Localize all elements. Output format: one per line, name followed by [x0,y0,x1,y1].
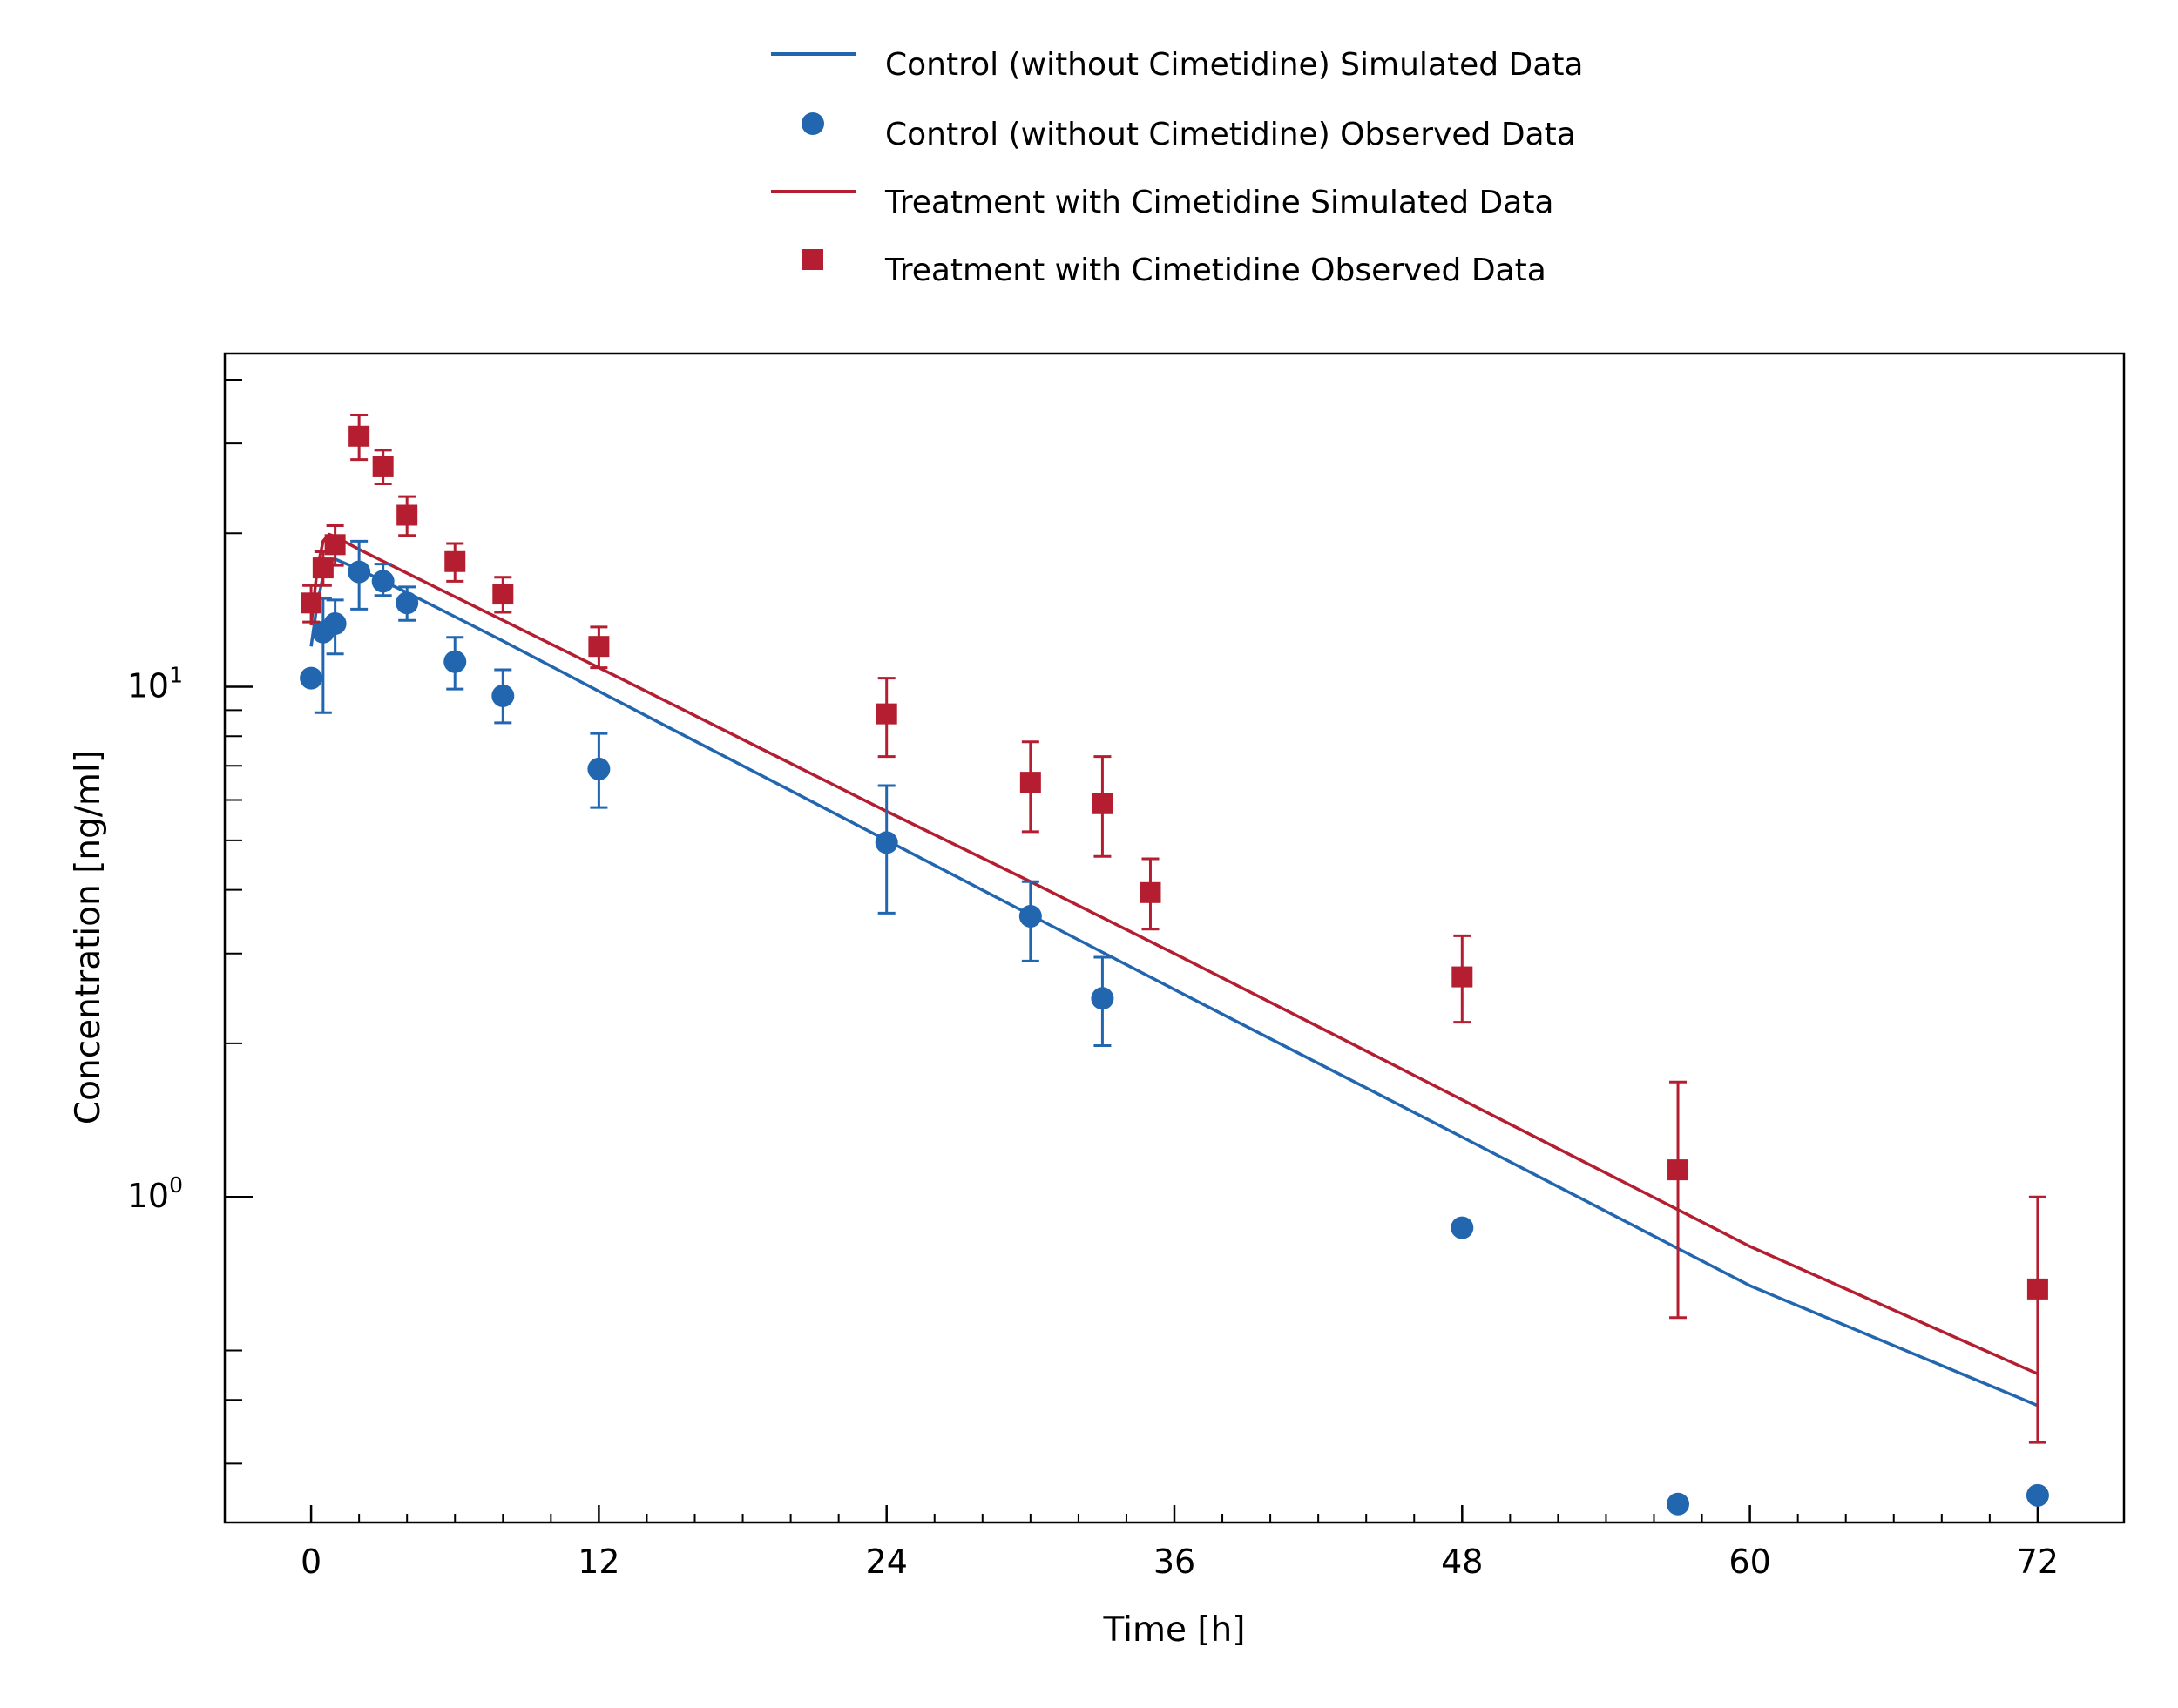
y-axis: 100 101 [127,378,253,1465]
data-point [875,831,898,854]
legend-label: Control (without Cimetidine) Observed Da… [885,117,1576,152]
data-point [444,550,466,572]
legend-swatch-marker [802,249,823,270]
data-point [348,560,371,584]
series-line-2 [309,532,2039,1375]
data-point [1091,987,1114,1010]
data-point [1018,904,1042,928]
x-tick-label: 72 [2017,1543,2059,1581]
x-tick-label: 60 [1728,1543,1770,1581]
data-point [492,584,514,605]
legend-label: Treatment with Cimetidine Simulated Data [884,185,1554,220]
plot-frame [223,352,2126,1524]
series-line-0 [309,557,2039,1408]
data-point [491,684,515,707]
x-tick-label: 0 [301,1543,321,1581]
x-axis: 0 12 24 36 48 60 72 [301,1505,2059,1581]
x-tick-label: 12 [578,1543,619,1581]
data-point [1092,793,1113,814]
x-tick-label: 36 [1153,1543,1195,1581]
plot-area [300,414,2049,1516]
data-point [2026,1278,2048,1300]
data-point [323,612,347,636]
legend-label: Control (without Cimetidine) Simulated D… [885,47,1584,83]
data-point [312,557,334,579]
data-point [1667,1492,1690,1516]
data-point [1019,772,1041,793]
y-axis-title: Concentration [ng/ml] [69,750,108,1124]
data-point [1451,966,1473,988]
x-axis-title: Time [h] [1103,1610,1246,1650]
data-point [371,570,395,593]
data-point [300,666,323,690]
data-point [1451,1216,1474,1239]
data-point [372,456,394,477]
legend-label: Treatment with Cimetidine Observed Data [884,253,1546,288]
x-tick-label: 48 [1441,1543,1483,1581]
data-point [443,650,467,673]
data-point [396,591,419,615]
y-tick-label: 101 [127,663,183,705]
data-point [301,592,322,614]
legend: Control (without Cimetidine) Simulated D… [771,47,1584,288]
y-tick-label: 100 [127,1172,183,1215]
data-point [1667,1159,1689,1181]
data-point [587,757,611,780]
data-point [324,534,346,556]
data-point [1140,881,1161,903]
legend-swatch-marker [802,112,824,135]
data-point [876,703,897,725]
x-tick-label: 24 [866,1543,908,1581]
data-point [588,636,610,658]
data-point [396,504,418,526]
data-point [348,425,370,447]
data-point [2026,1483,2049,1507]
